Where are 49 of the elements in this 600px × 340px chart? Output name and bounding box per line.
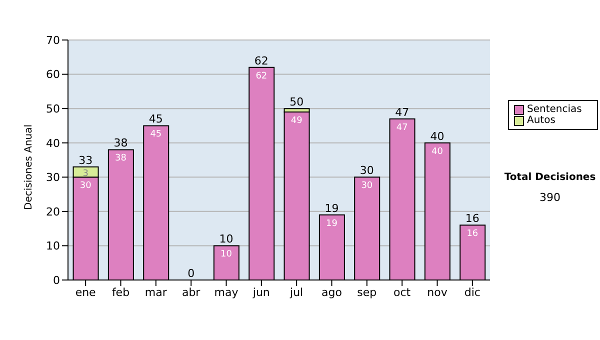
total-label: 45: [148, 112, 163, 126]
y-axis-title: Decisiones Anual: [24, 124, 35, 210]
x-tick-label: jun: [252, 286, 270, 299]
total-label: 30: [360, 164, 374, 178]
data-label: 10: [220, 250, 232, 260]
data-label: 49: [290, 116, 303, 126]
x-tick-label: ago: [322, 286, 342, 299]
data-label: 3: [82, 169, 88, 179]
data-label: 62: [256, 71, 268, 82]
total-label: 16: [465, 212, 480, 226]
text: 390: [538, 191, 562, 204]
y-tick-label: 60: [46, 68, 60, 82]
total-label: 40: [430, 130, 444, 143]
y-tick-label: 70: [46, 34, 60, 47]
data-label: 45: [150, 130, 162, 140]
total-label: 10: [219, 232, 234, 246]
total-label: 0: [188, 267, 195, 280]
y-tick-label: 50: [46, 102, 60, 116]
y-tick-label: 10: [46, 240, 60, 253]
data-label: 47: [396, 122, 408, 133]
y-tick-label: 20: [46, 205, 60, 218]
y-tick-label: 30: [46, 171, 60, 184]
x-tick-label: may: [214, 286, 239, 299]
data-label: 16: [466, 229, 478, 240]
data-label: 30: [80, 181, 92, 192]
total-label: 38: [114, 136, 128, 150]
legend-label: Sentencias: [527, 104, 582, 115]
total-label: 33: [78, 154, 93, 167]
total-label: 50: [290, 96, 304, 109]
x-tick-label: feb: [112, 286, 130, 299]
y-tick-label: 0: [53, 274, 60, 287]
x-tick-label: ene: [75, 286, 96, 299]
data-label: 38: [115, 154, 127, 164]
data-label: 19: [326, 218, 338, 229]
y-tick-label: 40: [46, 136, 60, 150]
x-tick-label: sep: [357, 286, 377, 299]
data-label: 40: [432, 146, 444, 157]
x-tick-label: nov: [427, 286, 448, 299]
x-tick-label: abr: [182, 286, 201, 299]
x-tick-label: jul: [289, 286, 304, 299]
data-label: 30: [361, 181, 373, 192]
x-tick-label: mar: [144, 286, 168, 299]
x-tick-label: dic: [464, 286, 480, 299]
total-label: 62: [254, 54, 268, 68]
total-label: 47: [395, 106, 410, 119]
total-label: 19: [324, 202, 339, 215]
legend-label: Autos: [527, 115, 556, 126]
text: Total Decisiones: [503, 172, 597, 183]
x-tick-label: oct: [394, 286, 412, 299]
